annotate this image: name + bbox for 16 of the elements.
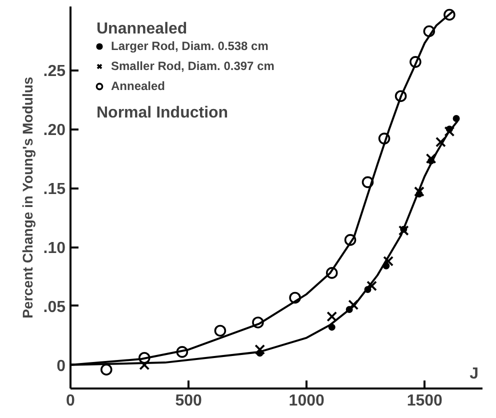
x-tick-label: 1500 [406,392,443,410]
y-tick-label: .15 [43,181,66,198]
y-axis-title: Percent Change in Young's Modulus [19,76,36,318]
annotation: Unannealed [96,20,188,38]
y-tick-label: .20 [43,122,66,140]
y-tick-label: .25 [43,63,66,80]
legend-label: Annealed [111,79,166,93]
x-tick-label: 500 [175,392,202,410]
legend-label: Larger Rod, Diam. 0.538 cm [111,39,268,53]
x-tick-label: 1000 [288,392,324,410]
x-axis-title: J [470,366,479,382]
legend-label: Smaller Rod, Diam. 0.397 cm [111,59,274,73]
annotation: Normal Induction [96,104,228,122]
y-tick-label: 0 [56,358,66,375]
y-tick-label: .05 [43,298,66,316]
y-tick-label: .10 [43,240,66,258]
